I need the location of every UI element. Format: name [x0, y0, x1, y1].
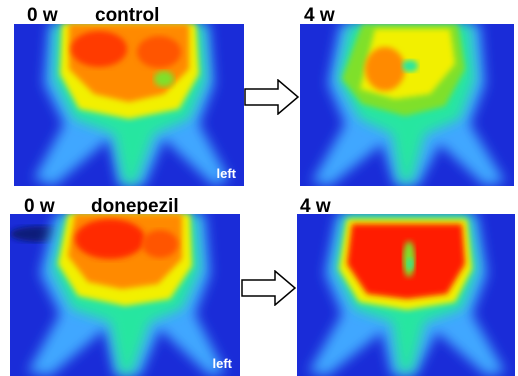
time-label-row1-before: 0 w	[27, 5, 58, 26]
thermal-image-donepezil-0w: left	[10, 214, 240, 376]
thermal-image-donepezil-4w	[297, 214, 515, 376]
arrow-right-icon	[244, 79, 300, 115]
thermal-image-control-0w: left	[14, 24, 244, 186]
time-label-row1-after: 4 w	[304, 5, 335, 26]
side-label-row1: left	[216, 166, 237, 181]
time-label-row2-after: 4 w	[300, 196, 331, 217]
arrow-right-icon	[241, 270, 297, 306]
time-label-row2-before: 0 w	[24, 196, 55, 217]
group-label-row1: control	[95, 5, 160, 26]
thermal-image-control-4w	[300, 24, 514, 186]
group-label-row2: donepezil	[91, 196, 179, 217]
side-label-row2: left	[212, 356, 233, 371]
